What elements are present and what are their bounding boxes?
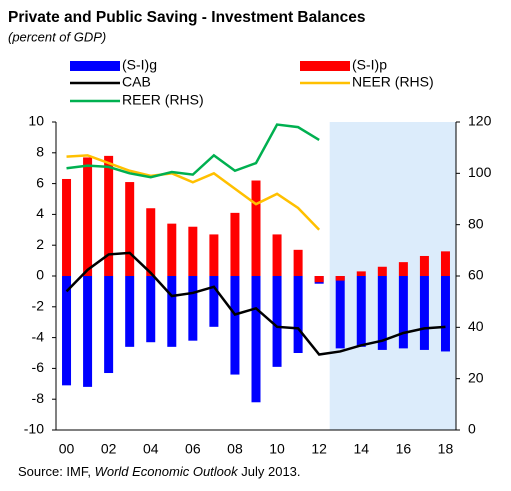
projection-area xyxy=(329,122,456,430)
y-tick-label: -4 xyxy=(32,328,45,344)
y-tick-label: -2 xyxy=(32,298,45,314)
y2-tick-label: 0 xyxy=(468,421,476,437)
bar xyxy=(104,155,114,276)
bar xyxy=(230,212,240,276)
bar xyxy=(314,276,324,283)
legend-label: (S-I)p xyxy=(352,57,387,73)
legend-label: NEER (RHS) xyxy=(352,74,434,90)
legend-label: REER (RHS) xyxy=(122,92,204,108)
y2-tick-label: 100 xyxy=(468,164,492,180)
y2-tick-label: 40 xyxy=(468,318,484,334)
y-tick-label: -6 xyxy=(32,359,45,375)
bar xyxy=(104,276,114,374)
chart-title: Private and Public Saving - Investment B… xyxy=(8,9,365,26)
bar xyxy=(356,271,366,276)
bar xyxy=(398,276,408,349)
y-tick-label: -10 xyxy=(24,421,44,437)
y-tick-label: 6 xyxy=(36,174,44,190)
legend-swatch xyxy=(300,61,350,71)
legend-swatch xyxy=(70,61,120,71)
x-tick-label: 14 xyxy=(353,441,369,457)
bar xyxy=(146,276,156,343)
y-tick-label: 8 xyxy=(36,144,44,160)
bar xyxy=(398,262,408,276)
source-italic: World Economic Outlook xyxy=(94,464,238,479)
line xyxy=(65,251,446,356)
bar xyxy=(83,276,93,387)
y-tick-label: 0 xyxy=(36,267,44,283)
bar xyxy=(251,180,261,276)
bar xyxy=(440,276,450,352)
source-text: Source: IMF, xyxy=(18,464,95,479)
bar xyxy=(356,276,366,347)
bar xyxy=(335,276,345,349)
x-tick-label: 02 xyxy=(101,441,117,457)
x-tick-label: 16 xyxy=(396,441,412,457)
y2-tick-label: 60 xyxy=(468,267,484,283)
bar xyxy=(419,276,429,350)
y-tick-label: 10 xyxy=(28,113,44,129)
chart-subtitle: (percent of GDP) xyxy=(8,29,106,44)
bar xyxy=(167,276,177,347)
line xyxy=(66,154,321,231)
bar xyxy=(377,266,387,276)
bar xyxy=(209,234,219,276)
bar xyxy=(440,251,450,276)
bar xyxy=(167,223,177,276)
bar xyxy=(293,249,303,276)
x-tick-label: 06 xyxy=(185,441,201,457)
line xyxy=(66,123,320,179)
bar xyxy=(251,276,261,403)
bar xyxy=(83,157,93,276)
x-tick-label: 10 xyxy=(269,441,285,457)
y-tick-label: 2 xyxy=(36,236,44,252)
bar xyxy=(62,178,72,276)
bar xyxy=(272,234,282,276)
bar xyxy=(62,276,72,386)
x-tick-label: 00 xyxy=(59,441,75,457)
bar xyxy=(146,208,156,276)
bar xyxy=(125,276,135,347)
source: Source: IMF, World Economic Outlook July… xyxy=(18,464,301,479)
x-tick-label: 18 xyxy=(438,441,454,457)
source-text: July 2013. xyxy=(237,464,301,479)
y-tick-label: -8 xyxy=(32,390,45,406)
bar xyxy=(209,276,219,327)
x-tick-label: 08 xyxy=(227,441,243,457)
y-tick-label: 4 xyxy=(36,205,44,221)
bar xyxy=(188,276,198,341)
y2-tick-label: 120 xyxy=(468,113,492,129)
bar xyxy=(188,226,198,276)
bar xyxy=(419,255,429,276)
x-tick-label: 12 xyxy=(311,441,327,457)
bar xyxy=(230,276,240,375)
bar xyxy=(125,182,135,276)
y2-tick-label: 80 xyxy=(468,215,484,231)
y2-tick-label: 20 xyxy=(468,369,484,385)
bar xyxy=(293,276,303,353)
x-tick-label: 04 xyxy=(143,441,159,457)
bar xyxy=(272,276,282,367)
legend-label: (S-I)g xyxy=(122,57,157,73)
legend-label: CAB xyxy=(122,74,151,90)
bar xyxy=(335,276,345,281)
bar xyxy=(377,276,387,350)
